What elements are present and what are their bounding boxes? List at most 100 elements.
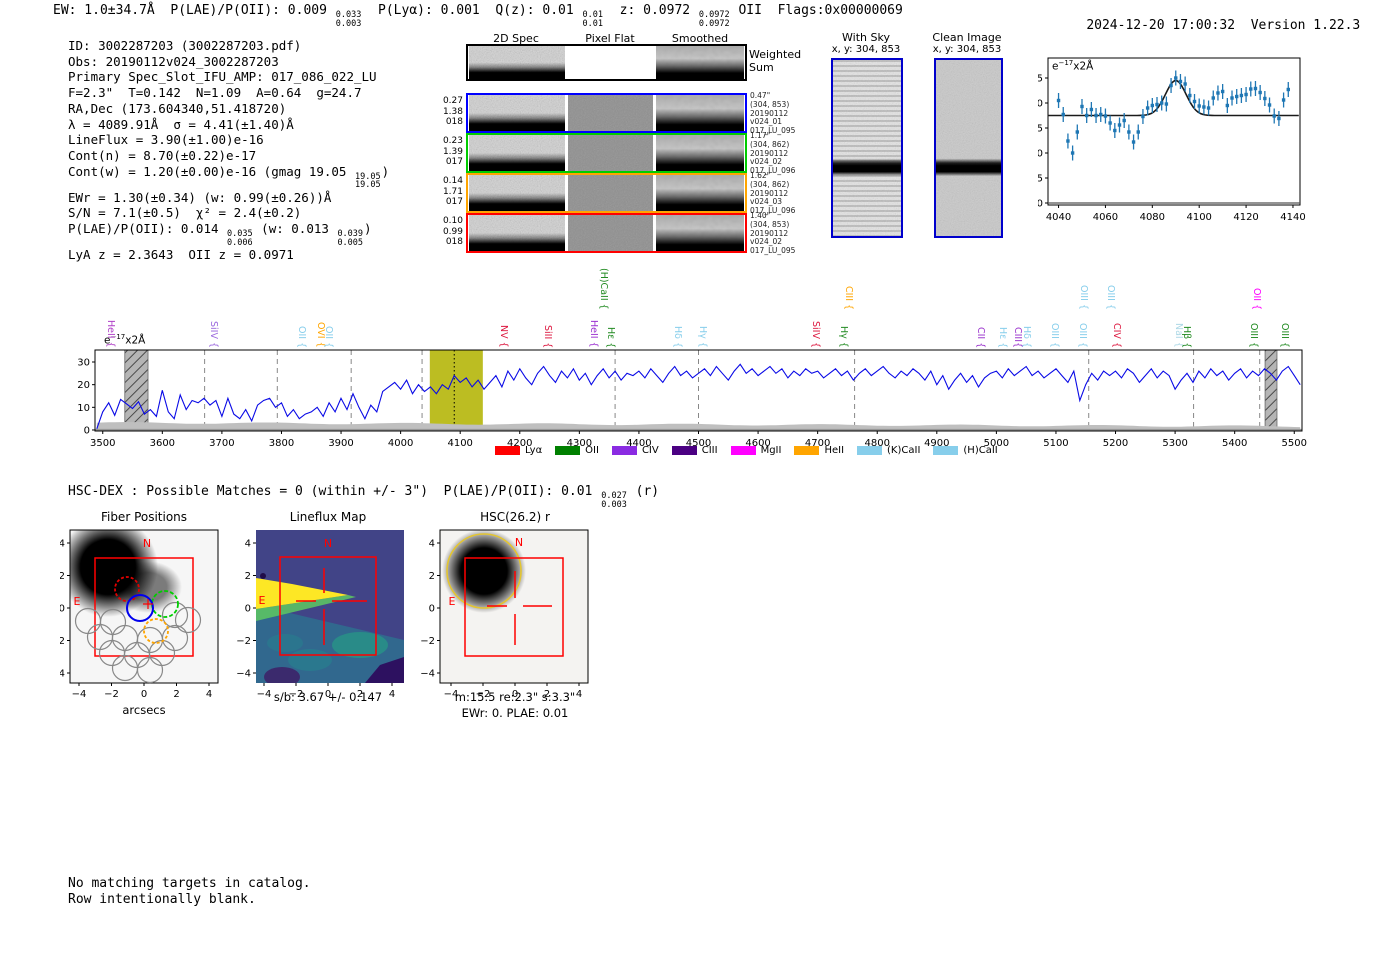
crosshair <box>296 568 367 645</box>
y-tick-label: 30 <box>77 358 90 369</box>
hsc-xlabel-1: m:15.5 re:2.3" s:3.3" <box>455 690 575 704</box>
legend-swatch <box>555 446 581 455</box>
y-tick-label: −4 <box>420 669 435 680</box>
compass-east: E <box>449 595 456 608</box>
spec2d-row <box>466 133 747 173</box>
x-tick-label: −4 <box>257 689 272 700</box>
fiber-circle-red <box>114 576 140 602</box>
crosshair <box>487 571 552 645</box>
spectrum-line <box>96 363 1301 429</box>
y-tick-label: 0 <box>60 604 65 615</box>
x-tick-label: 4400 <box>626 438 651 449</box>
x-tick-label: −4 <box>72 689 87 700</box>
center-plus-marker <box>143 599 153 609</box>
info-line: F=2.3" T=0.142 N=1.09 A=0.64 g=24.7 <box>68 85 362 101</box>
x-tick-label: 3600 <box>150 438 175 449</box>
info-line: S/N = 7.1(±0.5) χ² = 2.4(±0.2) <box>68 205 302 221</box>
clean-image-title: Clean Image <box>932 31 1002 44</box>
y-tick-label: 4 <box>245 539 251 550</box>
detection-band <box>429 350 483 431</box>
extraction-box <box>279 556 377 656</box>
fiber-positions-title: Fiber Positions <box>101 510 187 524</box>
x-tick-label: −2 <box>476 689 491 700</box>
line-fit-chart: 0 5 10 15 20 25 4040 4060 4080 4100 4120 4140 <box>1038 57 1306 223</box>
lineflux-xlabel: s/b: 3.67 +/- 0.147 <box>274 690 382 704</box>
x-tick-label: 5100 <box>1043 438 1068 449</box>
x-tick-label: 4080 <box>1140 212 1165 223</box>
x-tick-label: 4 <box>576 689 582 700</box>
y-tick-label: 10 <box>77 403 90 414</box>
error-band <box>96 422 1301 430</box>
2d-spec-image <box>469 215 565 251</box>
y-tick-label: 5 <box>1038 174 1043 185</box>
info-line: Obs: 20190112v024_3002287203 <box>68 53 279 69</box>
x-tick-label: 0 <box>325 689 331 700</box>
x-tick-label: 3700 <box>209 438 234 449</box>
x-tick-label: 4140 <box>1280 212 1305 223</box>
full-spectrum-chart: 0 10 20 30 3500 3600 3700 3800 3900 4000 4100 4200 4… <box>77 349 1307 449</box>
fiber-xlabel: arcsecs <box>122 703 165 717</box>
smoothed-image <box>656 95 744 131</box>
lineflux-title: Lineflux Map <box>290 510 366 524</box>
legend-item: (H)CaII <box>933 445 998 456</box>
legend-item: (K)CaII <box>857 445 920 456</box>
detection-info-block: ID: 3002287203 (3002287203.pdf) Obs: 2019… <box>68 38 389 263</box>
y-tick-label: 4 <box>60 539 65 550</box>
row-left-label: 0.14 1.71 017 <box>442 176 463 207</box>
spec2d-row <box>466 213 747 253</box>
col-header-2dspec: 2D Spec <box>493 32 539 45</box>
compass-north: N <box>324 537 332 550</box>
legend-item: CIV <box>611 445 659 456</box>
y-tick-label: 15 <box>1038 124 1043 135</box>
info-line: RA,Dec (173.604340,51.418720) <box>68 100 287 116</box>
row-left-label: 0.27 1.38 018 <box>442 96 463 127</box>
masked-band <box>124 349 149 432</box>
info-line: P(LAE)/P(OII): 0.014 0.035 0.006 (w: 0.01… <box>68 221 372 248</box>
y-tick-label: −4 <box>236 669 251 680</box>
compass-east: E <box>74 595 81 608</box>
row-right-annotation: 1.17" (304, 862) 20190112 v024_02 017_LU_096 <box>750 131 796 176</box>
y-tick-label: −2 <box>420 636 435 647</box>
x-tick-label: 0 <box>512 689 518 700</box>
2d-spec-image <box>469 46 565 79</box>
y-tick-label: 20 <box>77 380 90 391</box>
x-tick-label: 5400 <box>1222 438 1247 449</box>
header-right: 2024-12-20 17:00:32 Version 1.22.3 <box>1055 3 1360 48</box>
hsc-dex-summary-line: HSC-DEX : Possible Matches = 0 (within +… <box>68 484 660 510</box>
info-line: Cont(n) = 8.70(±0.22)e-17 <box>68 147 257 163</box>
spectrum-unit-label: e−17x2Å <box>104 333 146 347</box>
fiber-circle-orange <box>143 618 169 644</box>
emission-line-label: OIII { <box>1078 285 1089 310</box>
x-tick-label: 4900 <box>924 438 949 449</box>
y-tick-label: 25 <box>1038 74 1043 85</box>
with-sky-title: With Sky <box>842 31 890 44</box>
smoothed-image <box>656 135 744 171</box>
info-line: LineFlux = 3.90(±1.00)e-16 <box>68 132 264 148</box>
report-timestamp: 2024-12-20 17:00:32 <box>1086 18 1236 33</box>
x-tick-label: 4000 <box>388 438 413 449</box>
x-tick-label: 0 <box>141 689 147 700</box>
y-tick-label: 10 <box>1038 149 1043 160</box>
y-tick-label: 0 <box>245 604 251 615</box>
y-tick-label: 2 <box>245 571 251 582</box>
with-sky-image <box>831 58 903 238</box>
legend-swatch <box>933 446 959 455</box>
row-left-label: 0.10 0.99 018 <box>442 216 463 247</box>
spec2d-row <box>466 93 747 133</box>
y-tick-label: 4 <box>429 539 435 550</box>
legend-item: OII <box>555 445 599 456</box>
emission-line-label: OIII { <box>1105 285 1116 310</box>
y-tick-label: −2 <box>236 636 251 647</box>
x-tick-label: 4 <box>206 689 212 700</box>
row-right-annotation: 0.47" (304, 853) 20190112 v024_01 017_LU_095 <box>750 91 796 136</box>
legend-label: CIV <box>641 445 659 456</box>
smoothed-image <box>656 46 744 79</box>
x-tick-label: 3900 <box>328 438 353 449</box>
legend-swatch <box>611 446 637 455</box>
col-header-smoothed: Smoothed <box>671 32 729 45</box>
pixel-flat-image <box>568 95 653 131</box>
y-tick-label: −2 <box>60 636 65 647</box>
extraction-box <box>94 557 194 657</box>
row-right-annotation: 1.62" (304, 862) 20190112 v024_03 017_LU_096 <box>750 171 796 216</box>
x-tick-label: 2 <box>544 689 550 700</box>
